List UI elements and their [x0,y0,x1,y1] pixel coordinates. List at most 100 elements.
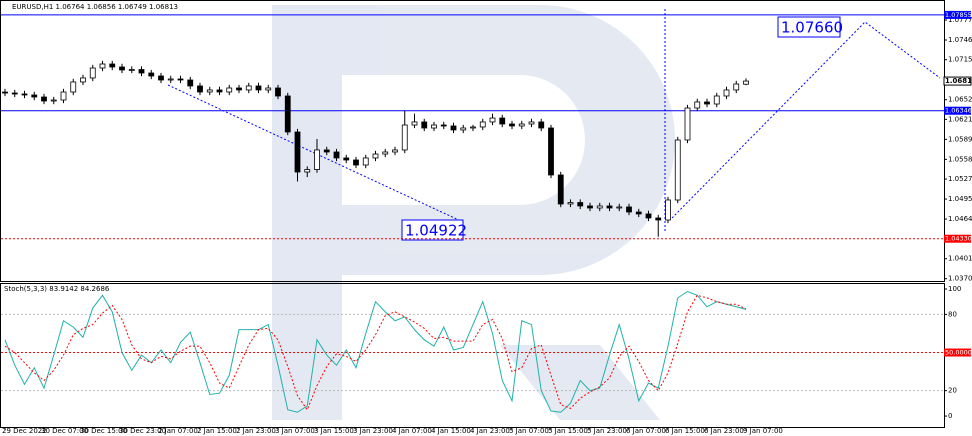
candle-body [99,63,106,69]
candle-body [362,157,369,166]
level-label: 1.07855 [945,11,972,19]
candle-body [284,95,291,133]
candle-body [50,99,57,102]
candle-body [21,93,28,96]
candle-body [411,121,418,126]
candle-body [460,127,467,131]
candle-body [333,151,340,159]
candle-body [635,211,642,215]
candle-body [421,121,428,129]
x-tick-label: 30 Dec 23:00 [119,427,166,435]
candle-body [616,206,623,209]
candle-body [518,123,525,127]
x-tick-label: 3 Jan 15:00 [314,427,354,435]
x-tick-label: 4 Jan 23:00 [470,427,510,435]
indicator-title: Stoch(5,3,3) 83.9142 84.2686 [4,285,110,293]
y-tick-label: 80 [948,310,957,318]
candle-body [665,199,671,221]
candle-body [401,124,408,151]
x-tick-label: 2 Jan 07:00 [158,427,198,435]
candle-body [343,157,350,161]
candle-body [626,206,632,213]
x-tick-label: 2 Jan 15:00 [197,427,237,435]
x-tick-label: 5 Jan 07:00 [509,427,549,435]
y-tick-label: 100 [948,285,961,293]
candle-body [733,83,740,91]
candle-body [557,174,564,205]
candle-body [723,89,730,97]
x-tick-label: 29 Dec 2022 [2,427,47,435]
y-tick-label: 1.06520 [948,96,972,104]
y-tick-label: 1.06210 [948,115,972,123]
candle-body [275,87,281,97]
watermark-leg [500,345,660,420]
annotation: 1.04922 [405,222,467,240]
candle-body [138,69,145,74]
stoch-line [4,290,747,413]
candle-body [499,117,506,125]
y-tick-label: 1.05580 [948,155,972,163]
x-tick-label: 2 Jan 23:00 [236,427,276,435]
candle-body [245,85,252,91]
level-label-box [944,106,971,115]
candle-body [167,78,174,81]
candle-body [704,101,710,105]
candle-body [197,85,203,93]
candle-body [60,91,67,101]
x-tick-label: 6 Jan 23:00 [704,427,744,435]
candle-body [89,67,96,79]
candle-body [655,217,662,221]
y-tick-label: 20 [948,387,957,395]
stoch-line [4,294,747,411]
candle-body [119,66,125,71]
x-tick-label: 5 Jan 23:00 [587,427,627,435]
y-tick-label: 1.07460 [948,36,972,44]
last-price-label: 1.06813 [945,77,972,85]
candle-body [80,77,86,83]
candle-body [187,79,194,87]
candle-body [294,131,301,173]
y-tick-label: 1.05270 [948,175,972,183]
x-tick-label: 30 Dec 15:00 [80,427,127,435]
candle-body [538,121,545,129]
x-tick-label: 6 Jan 15:00 [665,427,705,435]
candle-body [31,94,38,98]
watermark [272,5,675,420]
candle-body [128,69,135,71]
candle-body [314,149,320,170]
candle-body [431,124,437,129]
candle-body [158,75,164,81]
annotation: 1.07660 [781,19,843,37]
candle-body [528,121,535,125]
candle-body [548,127,554,176]
forecast-line [671,21,941,219]
candle-body [109,63,116,68]
annotation-box [401,219,464,241]
watermark-bowl [342,5,675,275]
y-tick-label: 1.04015 [948,255,972,263]
candle-body [587,205,593,209]
candle-body [645,213,652,219]
y-tick-label: 1.07775 [948,16,972,24]
candle-body [236,87,242,91]
candle-body [743,80,749,85]
level-label: 1.04330 [945,235,972,243]
candle-body [372,153,379,159]
forecast-lines [167,9,941,232]
candle-body [450,125,457,131]
candle-body [440,124,447,127]
candle-body [353,159,359,166]
candle-body [509,123,515,127]
candle-body [479,121,486,128]
x-tick-label: 4 Jan 07:00 [392,427,432,435]
x-tick-label: 3 Jan 07:00 [275,427,315,435]
watermark-stem [272,5,342,420]
y-tick-label: 1.04640 [948,215,972,223]
candle-body [596,205,603,209]
y-tick-label: 1.07150 [948,56,972,64]
candle-body [489,117,496,123]
x-tick-label: 9 Jan 07:00 [743,427,783,435]
candle-body [255,85,262,91]
x-tick-label: 6 Jan 07:00 [626,427,666,435]
